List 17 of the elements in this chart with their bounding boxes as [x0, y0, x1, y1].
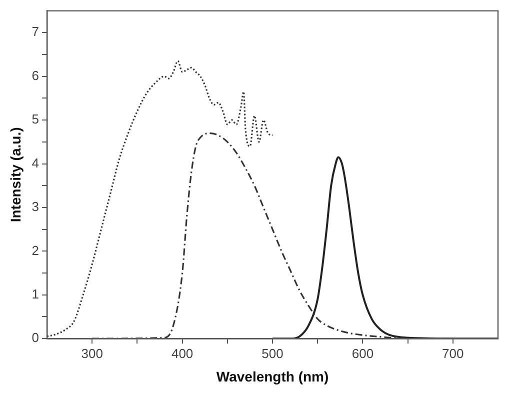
line-series: [272, 156, 498, 339]
y-tick-label: 1: [32, 286, 40, 302]
y-tick-label: 4: [32, 155, 40, 170]
y-tick-label: 2: [32, 242, 40, 258]
y-tick-label: 6: [32, 68, 40, 83]
y-tick-label: 0: [32, 330, 40, 346]
line-series: [47, 60, 274, 338]
y-tick-label: 7: [32, 24, 40, 40]
y-tick-label: 5: [32, 112, 40, 127]
x-tick-label: 700: [442, 346, 464, 361]
y-tick-label: 3: [32, 199, 40, 214]
x-tick-label: 400: [171, 346, 194, 361]
x-tick-label: 500: [262, 346, 284, 361]
x-tick-label: 600: [352, 346, 374, 361]
x-axis-title: Wavelength (nm): [216, 368, 329, 384]
x-tick-label: 300: [81, 346, 103, 361]
y-axis-title: Intensity (a.u.): [7, 127, 24, 222]
